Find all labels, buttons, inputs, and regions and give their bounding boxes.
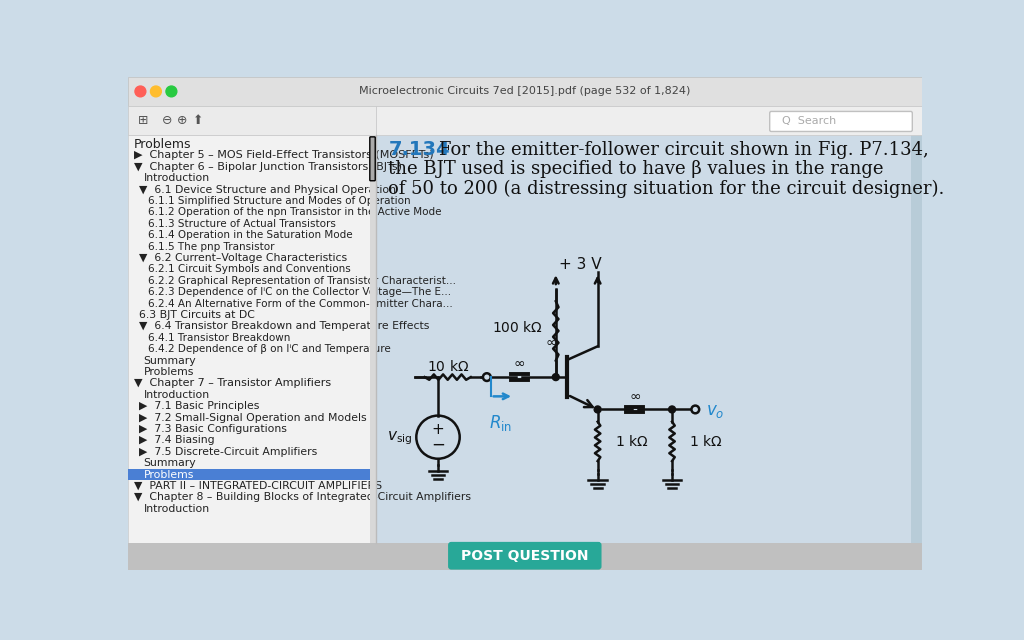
Text: of 50 to 200 (a distressing situation for the circuit designer).: of 50 to 200 (a distressing situation fo… — [388, 179, 945, 198]
Circle shape — [151, 86, 162, 97]
Text: Introduction: Introduction — [143, 504, 210, 514]
Bar — [128, 543, 922, 570]
Text: ▼  Chapter 8 – Building Blocks of Integrated-Circuit Amplifiers: ▼ Chapter 8 – Building Blocks of Integra… — [134, 492, 471, 502]
Text: 6.1.3 Structure of Actual Transistors: 6.1.3 Structure of Actual Transistors — [148, 219, 336, 229]
Text: 6.1.4 Operation in the Saturation Mode: 6.1.4 Operation in the Saturation Mode — [148, 230, 353, 240]
Text: POST QUESTION: POST QUESTION — [461, 548, 589, 563]
Text: ▼  Chapter 7 – Transistor Amplifiers: ▼ Chapter 7 – Transistor Amplifiers — [134, 378, 332, 388]
Text: ▶  7.1 Basic Principles: ▶ 7.1 Basic Principles — [139, 401, 259, 412]
Text: Summary: Summary — [143, 356, 197, 365]
Text: the BJT used is specified to have β values in the range: the BJT used is specified to have β valu… — [388, 160, 884, 178]
FancyBboxPatch shape — [370, 137, 375, 180]
Text: ▶  Chapter 5 – MOS Field-Effect Transistors (MOSFETs): ▶ Chapter 5 – MOS Field-Effect Transisto… — [134, 150, 434, 161]
Text: + 3 V: + 3 V — [559, 257, 602, 272]
Text: ▶  7.3 Basic Configurations: ▶ 7.3 Basic Configurations — [139, 424, 287, 434]
Text: ▼  Chapter 6 – Bipolar Junction Transistors (BJTs): ▼ Chapter 6 – Bipolar Junction Transisto… — [134, 162, 402, 172]
Text: ▼  PART II – INTEGRATED-CIRCUIT AMPLIFIERS: ▼ PART II – INTEGRATED-CIRCUIT AMPLIFIER… — [134, 481, 382, 491]
Text: ⊞: ⊞ — [138, 114, 148, 127]
Circle shape — [135, 86, 145, 97]
Text: 6.1.5 The pnp Transistor: 6.1.5 The pnp Transistor — [148, 242, 274, 252]
Text: 6.2.4 An Alternative Form of the Common-Emitter Chara...: 6.2.4 An Alternative Form of the Common-… — [148, 299, 453, 308]
Bar — [910, 135, 922, 543]
Bar — [370, 135, 376, 543]
Text: 10 k$\Omega$: 10 k$\Omega$ — [427, 359, 469, 374]
Circle shape — [552, 374, 559, 381]
Text: 6.3 BJT Circuits at DC: 6.3 BJT Circuits at DC — [139, 310, 255, 320]
Bar — [376, 106, 922, 135]
Text: Problems: Problems — [134, 138, 191, 150]
Text: ⊕: ⊕ — [177, 114, 187, 127]
Bar — [128, 77, 922, 106]
Text: ▶  7.4 Biasing: ▶ 7.4 Biasing — [139, 435, 214, 445]
Text: $\infty$: $\infty$ — [513, 356, 525, 370]
Text: 6.2.3 Dependence of IⁱC on the Collector Voltage—The E...: 6.2.3 Dependence of IⁱC on the Collector… — [148, 287, 452, 297]
Text: $v_{\rm sig}$: $v_{\rm sig}$ — [386, 430, 412, 447]
Circle shape — [691, 406, 699, 413]
Text: Problems: Problems — [143, 470, 194, 479]
Text: ▼  6.2 Current–Voltage Characteristics: ▼ 6.2 Current–Voltage Characteristics — [139, 253, 347, 263]
Text: 6.2.1 Circuit Symbols and Conventions: 6.2.1 Circuit Symbols and Conventions — [148, 264, 351, 275]
Text: 6.4.1 Transistor Breakdown: 6.4.1 Transistor Breakdown — [148, 333, 291, 343]
Bar — [128, 469, 370, 480]
Text: 7.134: 7.134 — [388, 140, 450, 159]
Text: 6.2.2 Graphical Representation of Transistor Characterist...: 6.2.2 Graphical Representation of Transi… — [148, 276, 456, 286]
Text: Microelectronic Circuits 7ed [2015].pdf (page 532 of 1,824): Microelectronic Circuits 7ed [2015].pdf … — [359, 86, 690, 97]
FancyBboxPatch shape — [770, 111, 912, 131]
Text: ▶  7.2 Small-Signal Operation and Models: ▶ 7.2 Small-Signal Operation and Models — [139, 413, 367, 422]
Bar — [128, 135, 376, 543]
Circle shape — [166, 86, 177, 97]
Text: 6.4.2 Dependence of β on IⁱC and Temperature: 6.4.2 Dependence of β on IⁱC and Tempera… — [148, 344, 391, 354]
Text: 6.1.2 Operation of the npn Transistor in the Active Mode: 6.1.2 Operation of the npn Transistor in… — [148, 207, 441, 218]
Text: ⬆: ⬆ — [193, 114, 203, 127]
Text: $v_o$: $v_o$ — [707, 402, 725, 420]
Text: Problems: Problems — [143, 367, 194, 377]
Text: $\infty$: $\infty$ — [629, 388, 641, 403]
Text: Summary: Summary — [143, 458, 197, 468]
Text: Introduction: Introduction — [143, 173, 210, 183]
Text: ⊖: ⊖ — [162, 114, 172, 127]
Text: +: + — [432, 422, 444, 437]
Bar — [376, 135, 922, 543]
Text: 100 k$\Omega$: 100 k$\Omega$ — [492, 319, 543, 335]
Text: For the emitter-follower circuit shown in Fig. P7.134,: For the emitter-follower circuit shown i… — [438, 141, 929, 159]
Text: −: − — [431, 436, 445, 454]
Text: ▶  7.5 Discrete-Circuit Amplifiers: ▶ 7.5 Discrete-Circuit Amplifiers — [139, 447, 317, 457]
FancyBboxPatch shape — [449, 542, 601, 570]
Bar — [128, 106, 376, 135]
Text: Q  Search: Q Search — [782, 116, 837, 127]
Text: $\infty$: $\infty$ — [545, 335, 557, 349]
Text: ▼  6.4 Transistor Breakdown and Temperature Effects: ▼ 6.4 Transistor Breakdown and Temperatu… — [139, 321, 429, 332]
Text: 1 k$\Omega$: 1 k$\Omega$ — [614, 434, 648, 449]
Text: 1 k$\Omega$: 1 k$\Omega$ — [689, 434, 723, 449]
Circle shape — [669, 406, 676, 413]
Text: ▼  6.1 Device Structure and Physical Operation: ▼ 6.1 Device Structure and Physical Oper… — [139, 185, 396, 195]
Text: 6.1.1 Simplified Structure and Modes of Operation: 6.1.1 Simplified Structure and Modes of … — [148, 196, 411, 206]
Circle shape — [483, 373, 490, 381]
Circle shape — [594, 406, 601, 413]
Text: Introduction: Introduction — [143, 390, 210, 400]
Text: $R_{\rm in}$: $R_{\rm in}$ — [489, 413, 512, 433]
